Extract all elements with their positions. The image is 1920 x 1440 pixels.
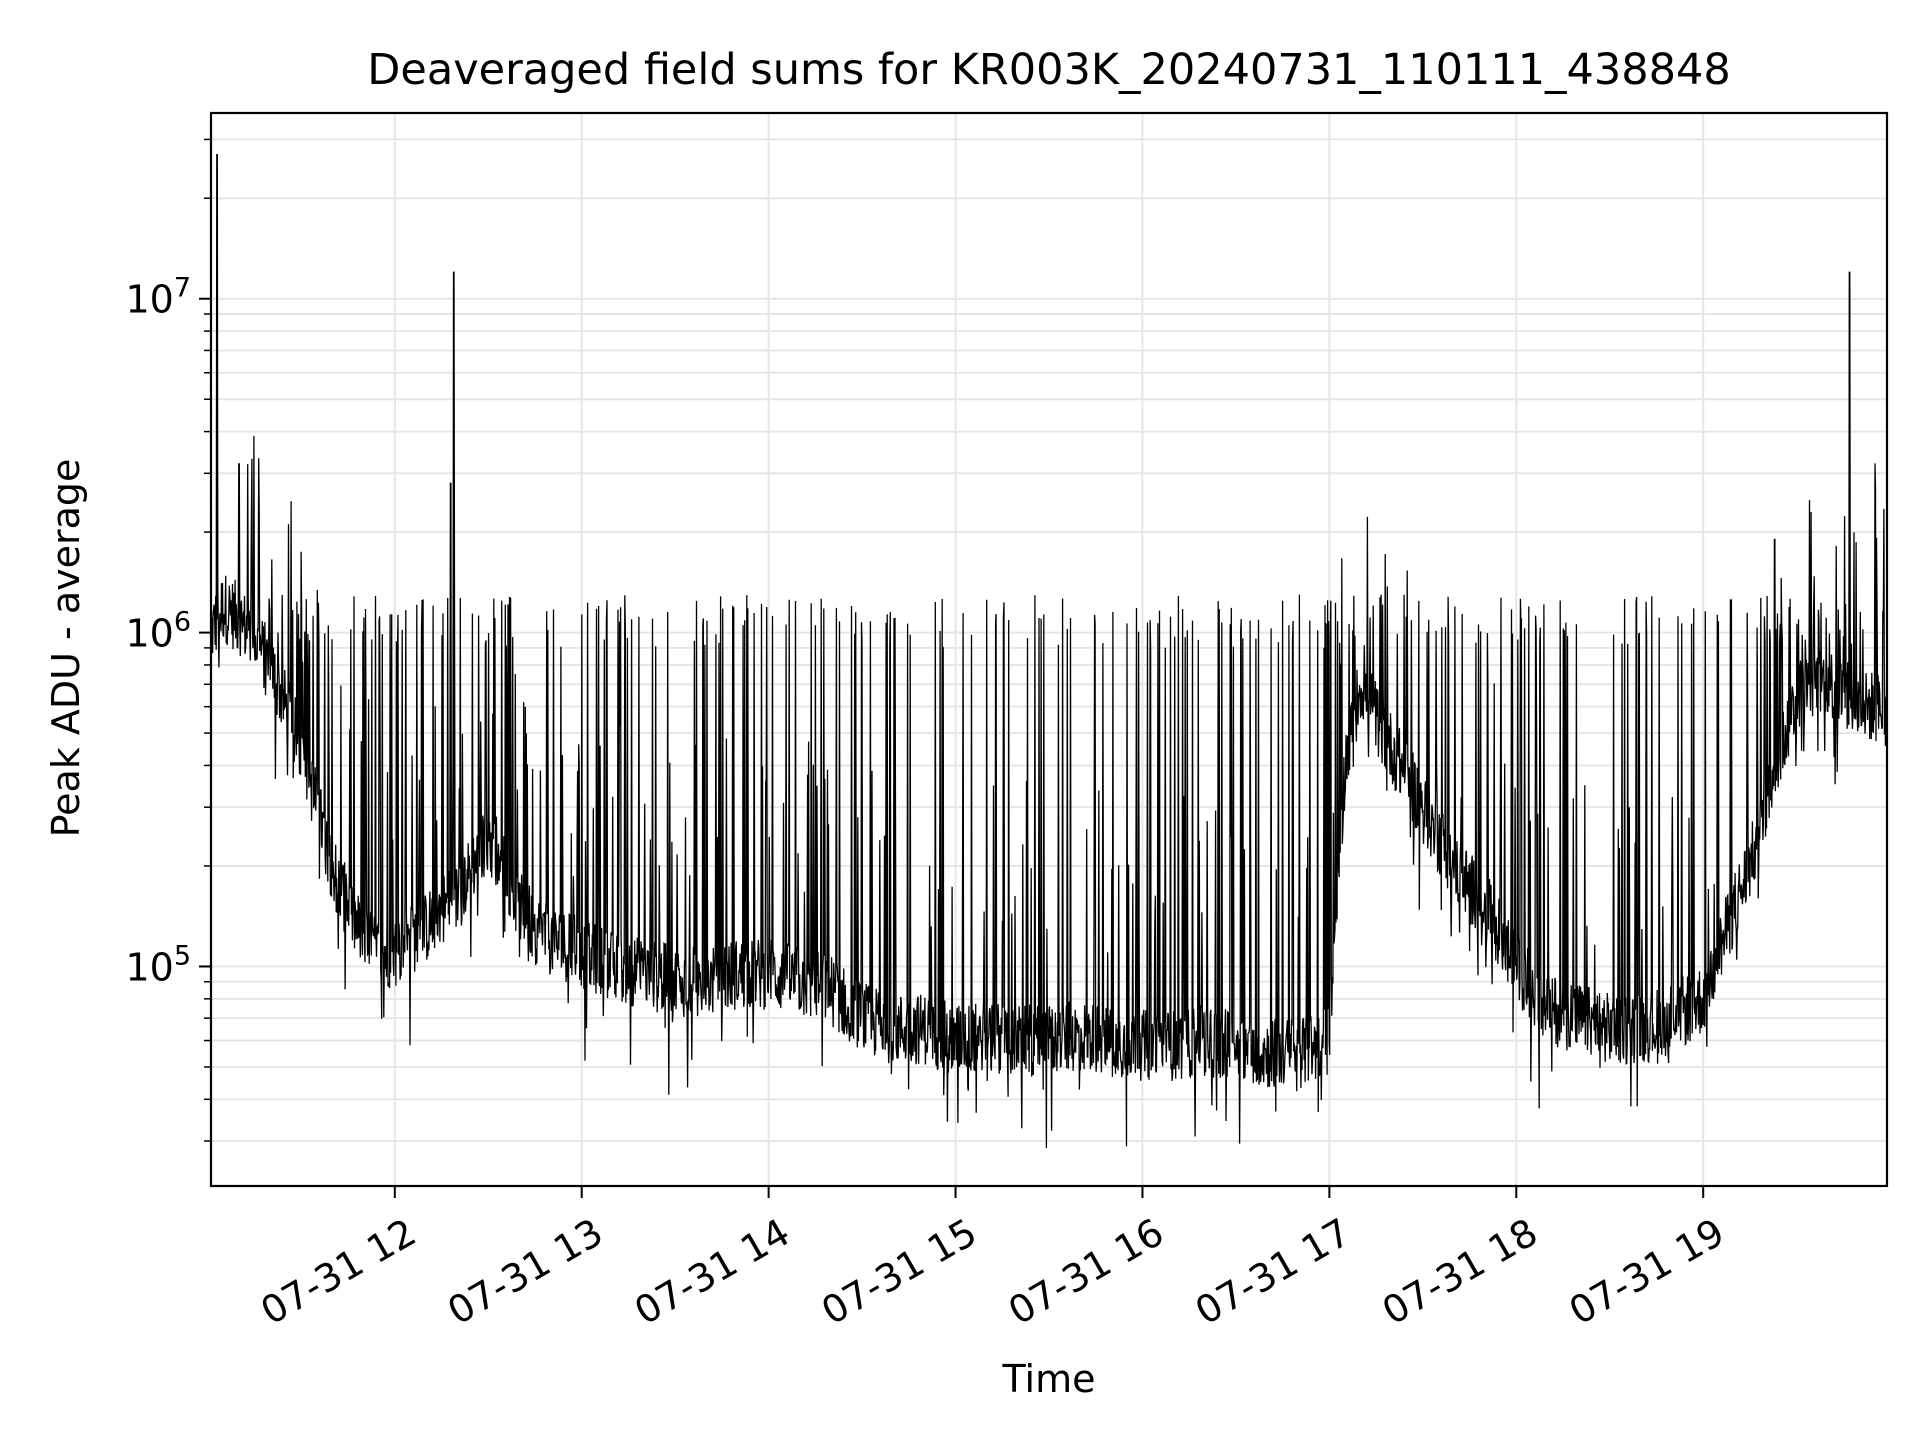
x-tick-label: 07-31 18 [1375, 1210, 1545, 1334]
x-tick-label: 07-31 16 [1001, 1210, 1171, 1334]
x-tick-label: 07-31 17 [1188, 1210, 1358, 1334]
series-line [211, 154, 1887, 1149]
x-tick-label: 07-31 12 [253, 1210, 423, 1334]
y-axis-label: Peak ADU - average [44, 459, 88, 838]
x-tick-label: 07-31 14 [627, 1210, 797, 1334]
x-tick-label: 07-31 19 [1562, 1210, 1732, 1334]
chart-title: Deaveraged field sums for KR003K_2024073… [367, 45, 1730, 95]
plot-frame [209, 111, 1889, 1188]
y-tick-label: 106 [125, 607, 191, 656]
x-axis: 07-31 12 07-31 13 07-31 14 07-31 15 07-31 16… [253, 1186, 1732, 1334]
x-axis-label: Time [1002, 1357, 1096, 1401]
y-tick-label: 107 [125, 273, 191, 322]
y-tick-label: 105 [125, 940, 191, 989]
y-axis: 105 106 107 [125, 138, 211, 1142]
series-peak-adu [211, 154, 1887, 1149]
x-tick-label: 07-31 13 [440, 1210, 610, 1334]
plot-area [211, 154, 1887, 1149]
x-tick-label: 07-31 15 [814, 1210, 984, 1334]
